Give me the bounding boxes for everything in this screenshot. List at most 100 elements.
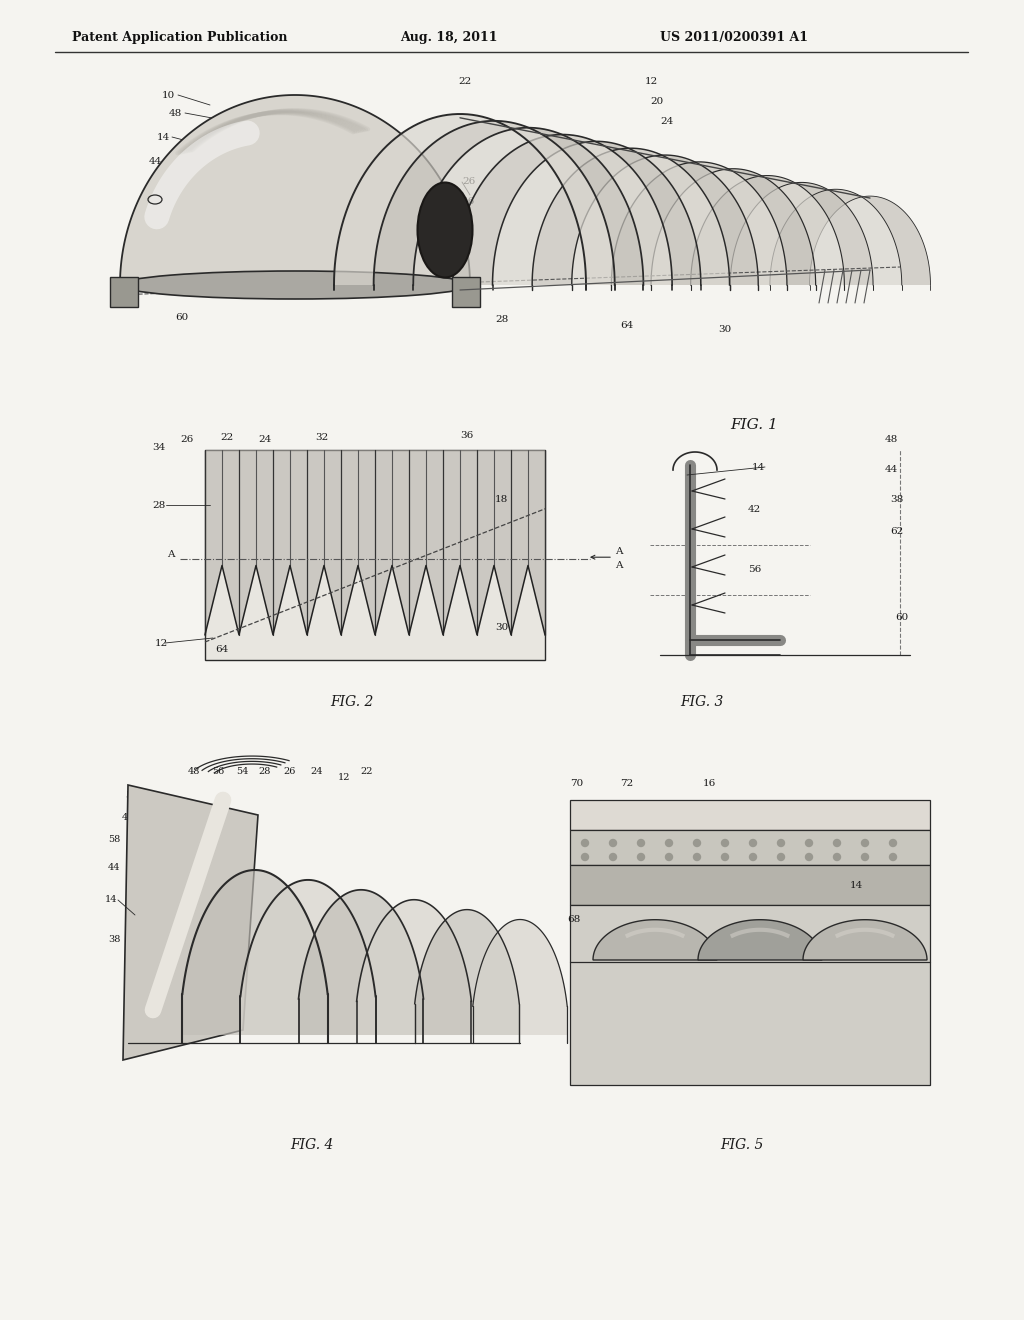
Text: 64: 64 [215,644,228,653]
Circle shape [806,854,812,861]
FancyBboxPatch shape [570,800,930,830]
Polygon shape [182,870,328,1035]
Polygon shape [299,890,424,1035]
Text: 30: 30 [718,326,731,334]
Text: 34: 34 [140,1035,153,1044]
Text: 34: 34 [152,442,165,451]
Polygon shape [593,920,717,960]
Text: 28: 28 [258,767,270,776]
Text: FIG. 2: FIG. 2 [330,696,374,709]
Text: 38: 38 [108,936,121,945]
Text: 28: 28 [152,500,165,510]
Text: 18: 18 [495,495,508,504]
FancyBboxPatch shape [570,830,930,865]
Text: 12: 12 [338,772,350,781]
Text: A: A [615,546,623,556]
Text: FIG. 5: FIG. 5 [720,1138,763,1152]
Polygon shape [273,450,307,635]
Ellipse shape [120,271,470,300]
Polygon shape [120,95,470,285]
Polygon shape [651,169,845,285]
Polygon shape [770,189,931,285]
Text: 74: 74 [650,942,664,952]
Ellipse shape [418,182,472,277]
Polygon shape [341,450,375,635]
Polygon shape [452,277,480,308]
Text: 26: 26 [180,436,194,445]
Polygon shape [698,920,822,960]
Polygon shape [532,148,758,285]
Polygon shape [571,154,787,285]
Text: 62: 62 [890,528,903,536]
Text: 64: 64 [620,321,633,330]
Polygon shape [473,920,567,1035]
Text: 22: 22 [360,767,373,776]
Text: FIG. 3: FIG. 3 [680,696,723,709]
Text: FIG. 4: FIG. 4 [290,1138,334,1152]
Circle shape [666,840,673,846]
Polygon shape [123,785,258,1060]
Polygon shape [205,450,239,635]
Circle shape [693,840,700,846]
Text: 26: 26 [462,177,475,186]
Circle shape [609,854,616,861]
Circle shape [834,854,841,861]
Polygon shape [239,450,273,635]
Circle shape [806,840,812,846]
Text: 24: 24 [310,767,323,776]
Polygon shape [414,128,672,285]
Text: 44: 44 [885,466,898,474]
Text: FIG. 1: FIG. 1 [730,418,778,432]
Circle shape [861,840,868,846]
Circle shape [890,840,896,846]
FancyBboxPatch shape [570,906,930,1085]
Polygon shape [730,182,902,285]
Circle shape [693,854,700,861]
Text: 46: 46 [462,198,475,206]
Text: 66: 66 [650,928,664,937]
Polygon shape [477,450,511,635]
Text: A: A [168,549,175,558]
Text: 30: 30 [495,623,508,631]
Text: 12: 12 [645,78,658,87]
Text: 58: 58 [108,836,120,845]
Text: 20: 20 [650,98,664,107]
Text: 28: 28 [495,315,508,325]
Text: 36: 36 [460,430,473,440]
Text: A: A [615,561,623,570]
Text: 48: 48 [169,108,182,117]
Circle shape [638,840,644,846]
Text: 72: 72 [620,779,633,788]
Text: 14: 14 [850,880,863,890]
Text: 22: 22 [220,433,233,441]
Text: 42: 42 [135,251,148,260]
Text: 32: 32 [315,433,329,441]
Text: 56: 56 [212,767,224,776]
Text: 44: 44 [108,862,121,871]
Polygon shape [334,114,614,285]
Polygon shape [803,920,927,960]
Polygon shape [690,176,873,285]
Text: Aug. 18, 2011: Aug. 18, 2011 [400,30,498,44]
Text: US 2011/0200391 A1: US 2011/0200391 A1 [660,30,808,44]
Text: 14: 14 [105,895,118,904]
Circle shape [582,840,589,846]
Circle shape [834,840,841,846]
Text: 38: 38 [141,190,155,199]
Polygon shape [409,450,443,635]
Text: 24: 24 [660,117,673,127]
Circle shape [777,854,784,861]
Text: 10: 10 [162,91,175,99]
Polygon shape [443,450,477,635]
Polygon shape [110,277,138,308]
Text: 70: 70 [570,779,584,788]
Circle shape [666,854,673,861]
Polygon shape [511,450,545,635]
FancyBboxPatch shape [570,865,930,906]
Polygon shape [307,450,341,635]
Text: 68: 68 [567,916,581,924]
Text: Patent Application Publication: Patent Application Publication [72,30,288,44]
Text: 44: 44 [148,157,162,166]
Text: 60: 60 [895,612,908,622]
Circle shape [777,840,784,846]
